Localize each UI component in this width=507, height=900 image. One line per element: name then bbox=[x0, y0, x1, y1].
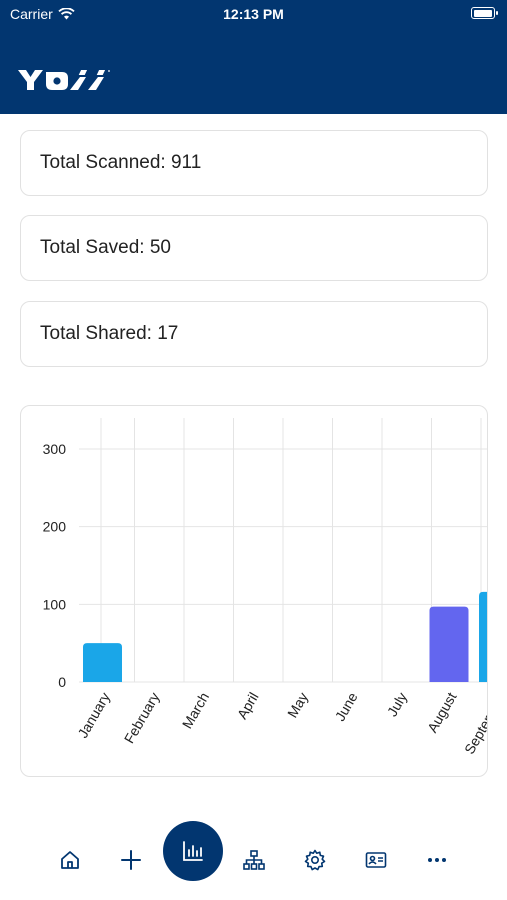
app-logo bbox=[18, 68, 110, 97]
total-shared-card: Total Shared: 17 bbox=[20, 301, 488, 367]
x-tick-label: April bbox=[234, 690, 262, 722]
tab-contacts[interactable] bbox=[356, 840, 396, 880]
bar-chart-icon bbox=[183, 841, 203, 861]
x-tick-label: February bbox=[121, 690, 163, 747]
total-scanned-label: Total Scanned: 911 bbox=[40, 152, 202, 173]
tab-more[interactable] bbox=[417, 840, 457, 880]
bar bbox=[479, 591, 487, 682]
x-tick-label: May bbox=[284, 690, 311, 721]
x-tick-label: March bbox=[179, 690, 212, 732]
tab-home[interactable] bbox=[50, 840, 90, 880]
battery-icon bbox=[471, 7, 498, 19]
y-tick-label: 300 bbox=[43, 441, 67, 457]
carrier-label: Carrier bbox=[10, 6, 53, 22]
monthly-bar-chart: 0 100 200 300 January February March April May Ju… bbox=[20, 405, 488, 777]
total-shared-label: Total Shared: 17 bbox=[40, 323, 179, 344]
org-chart-icon bbox=[243, 850, 265, 870]
chart-canvas: 0 100 200 300 January February March April May Ju… bbox=[43, 418, 488, 757]
total-scanned-card: Total Scanned: 911 bbox=[20, 130, 488, 196]
total-saved-card: Total Saved: 50 bbox=[20, 215, 488, 281]
bottom-tab-bar bbox=[0, 818, 507, 900]
tab-statistics[interactable] bbox=[163, 821, 223, 881]
app-header: Carrier 12:13 PM bbox=[0, 0, 507, 114]
bar bbox=[429, 606, 469, 682]
status-time: 12:13 PM bbox=[223, 6, 284, 22]
x-tick-label: August bbox=[424, 689, 460, 735]
tab-settings[interactable] bbox=[295, 840, 335, 880]
more-icon bbox=[428, 858, 446, 862]
x-tick-label: January bbox=[74, 690, 113, 741]
y-tick-label: 0 bbox=[58, 674, 66, 690]
y-tick-label: 200 bbox=[43, 519, 67, 535]
bar bbox=[83, 643, 122, 682]
tab-network[interactable] bbox=[234, 840, 274, 880]
total-saved-label: Total Saved: 50 bbox=[40, 237, 171, 258]
battery-fill bbox=[473, 9, 492, 17]
wifi-icon bbox=[58, 8, 75, 20]
plus-icon bbox=[121, 850, 141, 870]
tab-add[interactable] bbox=[111, 840, 151, 880]
gear-icon bbox=[304, 849, 326, 871]
y-tick-label: 100 bbox=[43, 596, 67, 612]
id-card-icon bbox=[365, 852, 387, 868]
status-bar: Carrier 12:13 PM bbox=[0, 0, 507, 28]
carrier: Carrier bbox=[10, 6, 75, 22]
x-tick-label: July bbox=[384, 690, 410, 720]
x-tick-label: September bbox=[461, 689, 488, 757]
x-tick-label: June bbox=[332, 689, 361, 723]
home-icon bbox=[61, 851, 79, 869]
